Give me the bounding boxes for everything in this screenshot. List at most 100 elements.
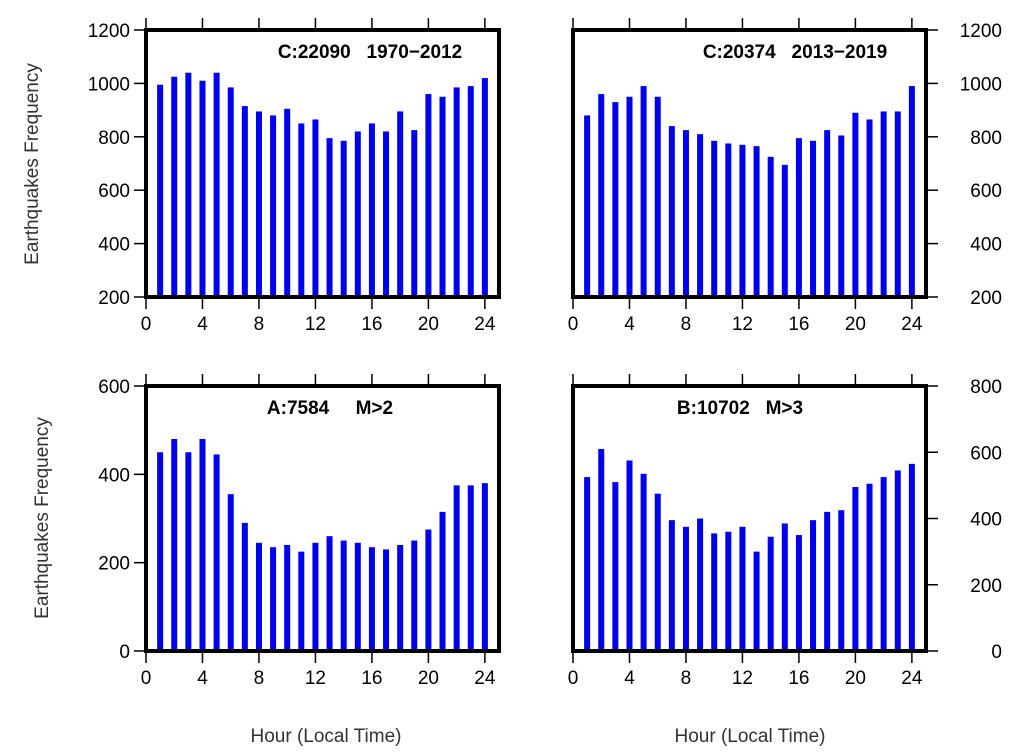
bar-hour-20 <box>425 529 432 651</box>
x-tick-label: 0 <box>141 668 152 689</box>
bar-hour-6 <box>654 493 661 651</box>
y-tick-label: 400 <box>98 235 130 256</box>
y-tick-label: 400 <box>970 510 1002 531</box>
bar-hour-8 <box>682 526 689 651</box>
bar-hour-13 <box>753 551 760 652</box>
bar-hour-2 <box>598 448 605 651</box>
y-tick-label: 200 <box>98 554 130 575</box>
bar-hour-19 <box>411 540 418 651</box>
bar-hour-1 <box>157 452 164 651</box>
x-tick-label: 8 <box>681 668 692 689</box>
panel-title: C:22090 1970−2012 <box>278 42 462 63</box>
y-tick-label: 600 <box>98 181 130 202</box>
x-tick-label: 20 <box>845 668 866 689</box>
bar-hour-2 <box>598 94 605 297</box>
panel-1: 0 4 8 12 16 20 24 200 400 600 800 1000 1200 C:22090 1… <box>88 18 501 335</box>
bar-hour-6 <box>227 494 234 651</box>
bar-hour-12 <box>312 119 319 297</box>
x-tick-label: 16 <box>361 314 382 335</box>
bar-hour-16 <box>368 547 375 651</box>
bar-hour-19 <box>411 130 418 298</box>
x-tick-label: 12 <box>732 668 753 689</box>
plot-frame <box>144 28 501 299</box>
bar-hour-22 <box>453 87 460 297</box>
plot-frame <box>144 384 501 653</box>
bar-hour-21 <box>866 483 873 651</box>
bar-hour-10 <box>711 140 718 297</box>
x-tick-label: 4 <box>197 668 208 689</box>
bar-hour-22 <box>880 477 887 651</box>
bar-hour-10 <box>284 545 291 651</box>
y-tick-label: 800 <box>98 128 130 149</box>
bar-hour-5 <box>213 454 220 651</box>
bar-hour-22 <box>880 111 887 297</box>
panel-4: 0 4 8 12 16 20 24 0 200 400 600 800 B:10702 M>3 <box>568 374 1002 689</box>
bar-hour-14 <box>340 540 347 651</box>
bar-hour-3 <box>185 452 192 651</box>
bar-hour-2 <box>171 76 178 297</box>
bar-hour-17 <box>810 140 817 297</box>
bar-hour-4 <box>199 80 206 297</box>
bar-hour-14 <box>767 156 774 297</box>
bar-hour-5 <box>640 86 647 297</box>
bar-hour-17 <box>383 131 390 297</box>
bar-hour-5 <box>213 72 220 297</box>
panel-title: B:10702 M>3 <box>677 398 803 419</box>
y-axis-label-bottom: Earthquakes Frequency <box>32 417 53 619</box>
bar-hour-14 <box>767 536 774 651</box>
x-tick-label: 16 <box>361 668 382 689</box>
x-tick-label: 4 <box>624 668 635 689</box>
bar-hour-18 <box>824 130 831 298</box>
y-axis-label-top: Earthquakes Frequency <box>22 63 43 265</box>
bar-hour-13 <box>326 536 333 651</box>
x-tick-label: 24 <box>901 668 923 689</box>
bar-hour-20 <box>852 487 859 651</box>
bar-hour-9 <box>270 115 277 297</box>
plot-frame <box>571 28 928 299</box>
x-tick-label: 4 <box>624 314 635 335</box>
x-tick-label: 24 <box>474 314 496 335</box>
x-tick-label: 12 <box>732 314 753 335</box>
x-tick-label: 0 <box>141 314 152 335</box>
x-tick-label: 0 <box>568 314 579 335</box>
y-tick-label: 200 <box>98 288 130 309</box>
panel-title: C:20374 2013−2019 <box>703 42 887 63</box>
bar-hour-18 <box>397 111 404 297</box>
bar-hour-9 <box>697 134 704 297</box>
panel-3: 0 4 8 12 16 20 24 0 200 400 600 A:7584 M>2 <box>98 374 501 689</box>
bar-hour-10 <box>284 108 291 298</box>
bar-hour-23 <box>467 485 474 652</box>
bar-hour-19 <box>838 510 845 651</box>
bar-hour-3 <box>612 482 619 651</box>
bar-hour-19 <box>838 135 845 297</box>
bar-hour-8 <box>255 542 262 651</box>
bar-hour-6 <box>654 96 661 297</box>
bar-hour-7 <box>241 522 248 651</box>
bar-hour-16 <box>795 535 802 651</box>
bar-hour-23 <box>894 470 901 651</box>
bar-hour-21 <box>439 511 446 652</box>
bar-hour-8 <box>255 111 262 297</box>
x-tick-label: 16 <box>788 314 809 335</box>
bar-hour-7 <box>241 106 248 297</box>
bar-hour-7 <box>668 520 675 651</box>
y-tick-label: 1000 <box>88 74 130 95</box>
bar-hour-7 <box>668 126 675 298</box>
x-tick-label: 20 <box>845 314 866 335</box>
x-tick-label: 24 <box>901 314 923 335</box>
panel-title: A:7584 M>2 <box>267 398 393 419</box>
bar-hour-4 <box>626 96 633 297</box>
bar-hour-21 <box>866 119 873 297</box>
x-axis-label-right: Hour (Local Time) <box>675 726 826 747</box>
bar-hour-2 <box>171 439 178 651</box>
bar-hour-16 <box>795 138 802 297</box>
y-tick-label: 200 <box>970 288 1002 309</box>
bar-hour-16 <box>368 123 375 297</box>
x-tick-label: 24 <box>474 668 496 689</box>
bar-hour-13 <box>753 146 760 297</box>
bar-hour-24 <box>908 86 915 297</box>
bar-hour-1 <box>157 84 164 297</box>
bar-hour-11 <box>725 143 732 297</box>
bar-hour-15 <box>781 523 788 651</box>
